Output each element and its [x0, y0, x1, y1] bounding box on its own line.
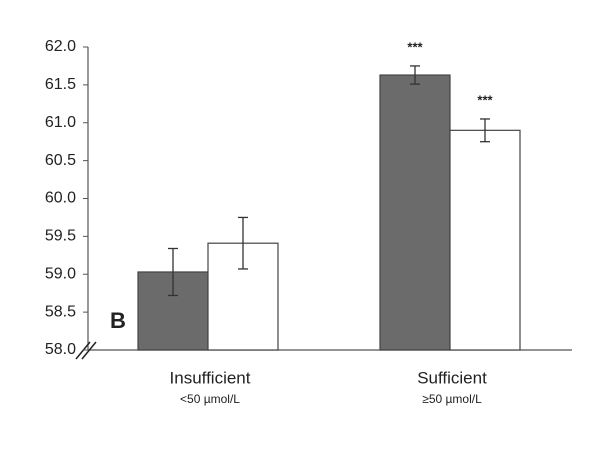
y-tick-label: 62.0 — [45, 38, 76, 55]
error-bar — [410, 65, 420, 85]
significance-label: *** — [407, 39, 423, 54]
y-tick-label: 58.0 — [45, 341, 76, 358]
y-tick-label: 61.0 — [45, 114, 76, 131]
error-bar — [168, 247, 178, 297]
y-tick-label: 60.0 — [45, 190, 76, 207]
y-tick-label: 59.0 — [45, 265, 76, 282]
error-bar — [238, 216, 248, 270]
y-tick-label: 58.5 — [45, 303, 76, 320]
x-tick-label: Insufficient — [170, 368, 251, 387]
y-tick-label: 61.5 — [45, 76, 76, 93]
x-tick-sublabel: ≥50 µmol/L — [422, 392, 482, 406]
x-tick-label: Sufficient — [417, 368, 487, 387]
bar — [379, 74, 451, 351]
y-tick-label: 60.5 — [45, 152, 76, 169]
significance-label: *** — [477, 92, 493, 107]
y-tick-label: 59.5 — [45, 228, 76, 245]
bar — [449, 129, 521, 351]
error-bar — [480, 118, 490, 143]
panel-label: B — [110, 308, 126, 333]
x-tick-sublabel: <50 µmol/L — [180, 392, 240, 406]
